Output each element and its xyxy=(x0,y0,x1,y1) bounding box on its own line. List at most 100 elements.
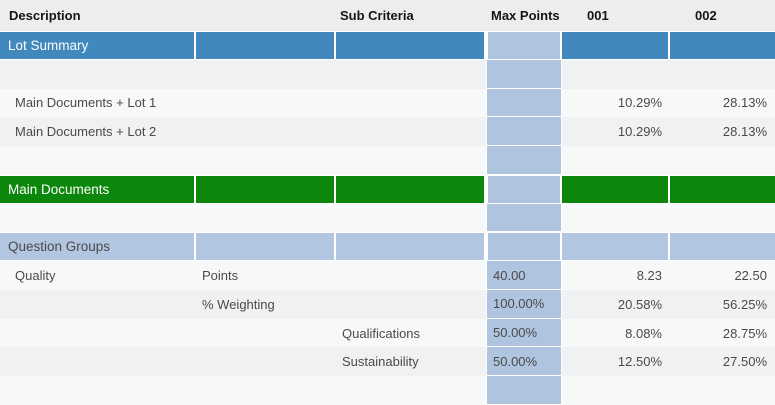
cell-002-value xyxy=(670,203,775,233)
cell-sub-criteria xyxy=(336,376,486,405)
cell-002-value: 28.13% xyxy=(670,117,775,147)
cell-criteria xyxy=(196,174,336,204)
cell-001-value: 20.58% xyxy=(562,289,670,319)
cell-max-points xyxy=(486,174,562,204)
cell-criteria xyxy=(196,117,336,147)
cell-sub-criteria xyxy=(336,59,486,89)
row-qualifications: Qualifications 50.00% 8.08% 28.75% xyxy=(0,318,775,348)
cell-description: Main Documents + Lot 1 xyxy=(0,88,196,118)
cell-002-value xyxy=(670,174,775,204)
cell-criteria: Points xyxy=(196,261,336,290)
cell-description xyxy=(0,289,196,319)
cell-001-value xyxy=(562,174,670,204)
cell-001-value xyxy=(562,203,670,233)
cell-sub-criteria xyxy=(336,289,486,319)
cell-criteria xyxy=(196,59,336,89)
cell-criteria xyxy=(196,146,336,175)
cell-002-value: 27.50% xyxy=(670,347,775,377)
cell-002-value: 28.75% xyxy=(670,318,775,348)
header-supplier-002: 002 xyxy=(695,8,717,23)
cell-sub-criteria xyxy=(336,146,486,175)
cell-max-points xyxy=(486,232,562,262)
cell-criteria xyxy=(196,347,336,377)
cell-criteria: % Weighting xyxy=(196,289,336,319)
cell-max-points xyxy=(486,203,562,233)
cell-criteria xyxy=(196,88,336,118)
cell-max-points xyxy=(486,31,562,60)
cell-description xyxy=(0,203,196,233)
cell-description: Question Groups xyxy=(0,232,196,262)
cell-001-value: 10.29% xyxy=(562,88,670,118)
cell-description xyxy=(0,376,196,405)
cell-description xyxy=(0,347,196,377)
cell-description: Main Documents xyxy=(0,174,196,204)
cell-sub-criteria xyxy=(336,261,486,290)
row-spacer-1 xyxy=(0,59,775,89)
cell-sub-criteria xyxy=(336,88,486,118)
cell-criteria xyxy=(196,376,336,405)
row-sustainability: Sustainability 50.00% 12.50% 27.50% xyxy=(0,347,775,377)
header-max-points: Max Points xyxy=(491,8,560,23)
cell-001-value: 12.50% xyxy=(562,347,670,377)
row-main-documents-lot-2: Main Documents + Lot 2 10.29% 28.13% xyxy=(0,117,775,147)
row-question-groups: Question Groups xyxy=(0,232,775,262)
row-lot-summary: Lot Summary xyxy=(0,31,775,60)
cell-criteria xyxy=(196,232,336,262)
cell-description xyxy=(0,59,196,89)
cell-sub-criteria xyxy=(336,117,486,147)
cell-002-value xyxy=(670,31,775,60)
cell-description xyxy=(0,146,196,175)
cell-002-value xyxy=(670,232,775,262)
header-sub-criteria: Sub Criteria xyxy=(340,8,414,23)
cell-description: Lot Summary xyxy=(0,31,196,60)
cell-max-points xyxy=(486,59,562,89)
cell-criteria xyxy=(196,318,336,348)
cell-002-value xyxy=(670,59,775,89)
cell-001-value xyxy=(562,146,670,175)
cell-max-points: 100.00% xyxy=(486,289,562,319)
row-quality-points: Quality Points 40.00 8.23 22.50 xyxy=(0,261,775,290)
cell-max-points xyxy=(486,146,562,175)
cell-sub-criteria: Qualifications xyxy=(336,318,486,348)
header-description: Description xyxy=(9,8,81,23)
row-main-documents: Main Documents xyxy=(0,174,775,204)
cell-001-value xyxy=(562,232,670,262)
cell-001-value xyxy=(562,31,670,60)
cell-max-points: 50.00% xyxy=(486,347,562,377)
cell-002-value: 28.13% xyxy=(670,88,775,118)
cell-002-value: 22.50 xyxy=(670,261,775,290)
cell-002-value: 56.25% xyxy=(670,289,775,319)
cell-sub-criteria: Sustainability xyxy=(336,347,486,377)
cell-sub-criteria xyxy=(336,174,486,204)
row-spacer-12 xyxy=(0,376,775,405)
cell-002-value xyxy=(670,146,775,175)
header-criteria-spacer xyxy=(196,0,336,31)
row-spacer-6 xyxy=(0,203,775,233)
cell-001-value: 10.29% xyxy=(562,117,670,147)
cell-max-points xyxy=(486,117,562,147)
cell-001-value: 8.23 xyxy=(562,261,670,290)
row-main-documents-lot-1: Main Documents + Lot 1 10.29% 28.13% xyxy=(0,88,775,118)
cell-max-points: 50.00% xyxy=(486,318,562,348)
cell-criteria xyxy=(196,203,336,233)
row-spacer-4 xyxy=(0,146,775,175)
cell-001-value xyxy=(562,376,670,405)
row-quality-weighting: % Weighting 100.00% 20.58% 56.25% xyxy=(0,289,775,319)
cell-description: Quality xyxy=(0,261,196,290)
cell-description: Main Documents + Lot 2 xyxy=(0,117,196,147)
cell-sub-criteria xyxy=(336,203,486,233)
cell-description xyxy=(0,318,196,348)
cell-001-value: 8.08% xyxy=(562,318,670,348)
header-supplier-001: 001 xyxy=(587,8,609,23)
cell-002-value xyxy=(670,376,775,405)
cell-sub-criteria xyxy=(336,31,486,60)
cell-max-points: 40.00 xyxy=(486,261,562,290)
cell-criteria xyxy=(196,31,336,60)
cell-max-points xyxy=(486,88,562,118)
cell-max-points xyxy=(486,376,562,405)
table-body: Lot Summary Main Documents + Lot 1 10.29% 2… xyxy=(0,31,775,405)
cell-sub-criteria xyxy=(336,232,486,262)
cell-001-value xyxy=(562,59,670,89)
table-header-row: Description Sub Criteria Max Points 001 … xyxy=(0,0,775,31)
